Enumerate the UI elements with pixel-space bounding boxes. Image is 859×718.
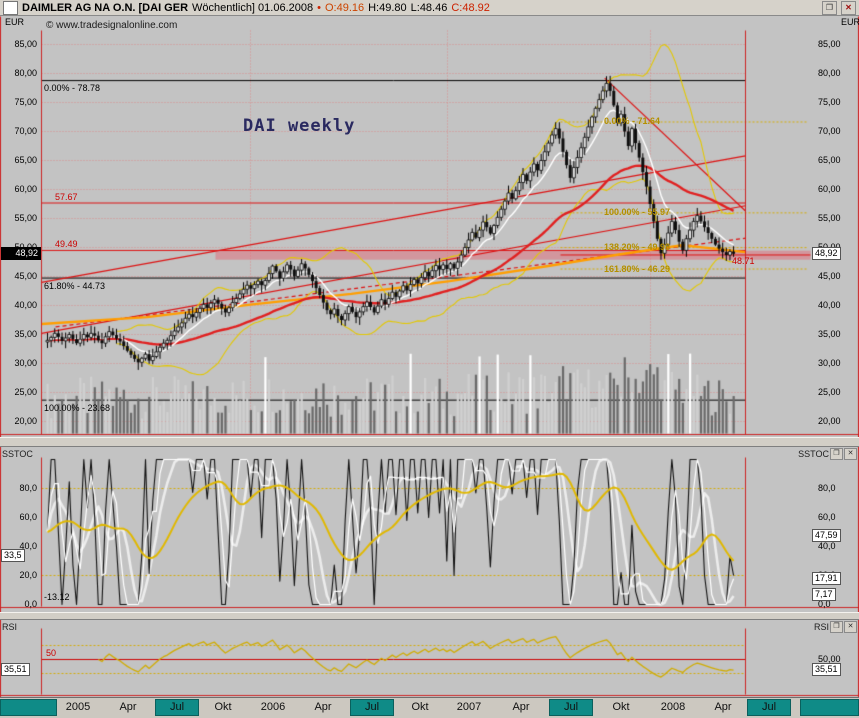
time-label-jul: Jul — [563, 701, 579, 713]
rsi-close-icon[interactable]: ✕ — [844, 621, 857, 633]
time-label-apr: Apr — [119, 701, 137, 713]
price-axis-unit-right: EUR — [841, 17, 859, 27]
close-icon[interactable]: ✕ — [841, 0, 856, 15]
time-axis-teal-cell — [800, 699, 859, 716]
sstoc-restore-icon[interactable]: ❐ — [830, 448, 843, 460]
time-axis-teal-cell — [155, 699, 199, 716]
time-label-2006: 2006 — [260, 701, 286, 713]
panel-divider-1[interactable] — [0, 437, 859, 447]
time-label-okt: Okt — [612, 701, 630, 713]
quote-low: L:48.46 — [410, 1, 448, 14]
chart-icon — [3, 0, 18, 15]
quote-open: O:49.16 — [324, 1, 365, 14]
time-axis-teal-cell — [747, 699, 791, 716]
instrument-title: DAIMLER AG NA O.N. [DAI GER — [22, 1, 189, 14]
rsi-title-left: RSI — [2, 622, 18, 632]
rsi-title-right: RSI — [813, 622, 829, 632]
time-axis-teal-cell — [350, 699, 394, 716]
time-label-jul: Jul — [364, 701, 380, 713]
time-label-apr: Apr — [314, 701, 332, 713]
time-label-okt: Okt — [411, 701, 429, 713]
time-label-2007: 2007 — [456, 701, 482, 713]
quote-bullet: • — [317, 1, 321, 14]
price-axis-unit-left: EUR — [5, 17, 25, 27]
time-axis-teal-cell — [0, 699, 57, 716]
rsi-window-buttons: ❐ ✕ — [830, 621, 857, 633]
time-axis-teal-cell — [549, 699, 593, 716]
time-label-okt: Okt — [214, 701, 232, 713]
time-axis[interactable]: 2005 Apr Jul Okt 2006 Apr Jul Okt 2007 Apr Jul Okt 2… — [0, 697, 859, 718]
timeframe-date: Wöchentlich] 01.06.2008 — [192, 1, 314, 14]
time-label-2005: 2005 — [65, 701, 91, 713]
time-label-apr: Apr — [714, 701, 732, 713]
restore-icon[interactable]: ❐ — [822, 0, 837, 15]
time-label-apr: Apr — [512, 701, 530, 713]
sstoc-close-icon[interactable]: ✕ — [844, 448, 857, 460]
quote-close: C:48.92 — [451, 1, 490, 14]
chart-annotation: DAI weekly — [243, 116, 356, 136]
window-titlebar: DAIMLER AG NA O.N. [DAI GER Wöchentlich]… — [0, 0, 859, 16]
panel-divider-2[interactable] — [0, 612, 859, 620]
rsi-restore-icon[interactable]: ❐ — [830, 621, 843, 633]
sstoc-title-right: SSTOC — [798, 449, 829, 459]
sstoc-window-buttons: ❐ ✕ — [830, 448, 857, 460]
quote-high: H:49.80 — [368, 1, 407, 14]
time-label-jul: Jul — [761, 701, 777, 713]
time-label-2008: 2008 — [660, 701, 686, 713]
sstoc-title-left: SSTOC — [2, 449, 33, 459]
time-label-jul: Jul — [169, 701, 185, 713]
